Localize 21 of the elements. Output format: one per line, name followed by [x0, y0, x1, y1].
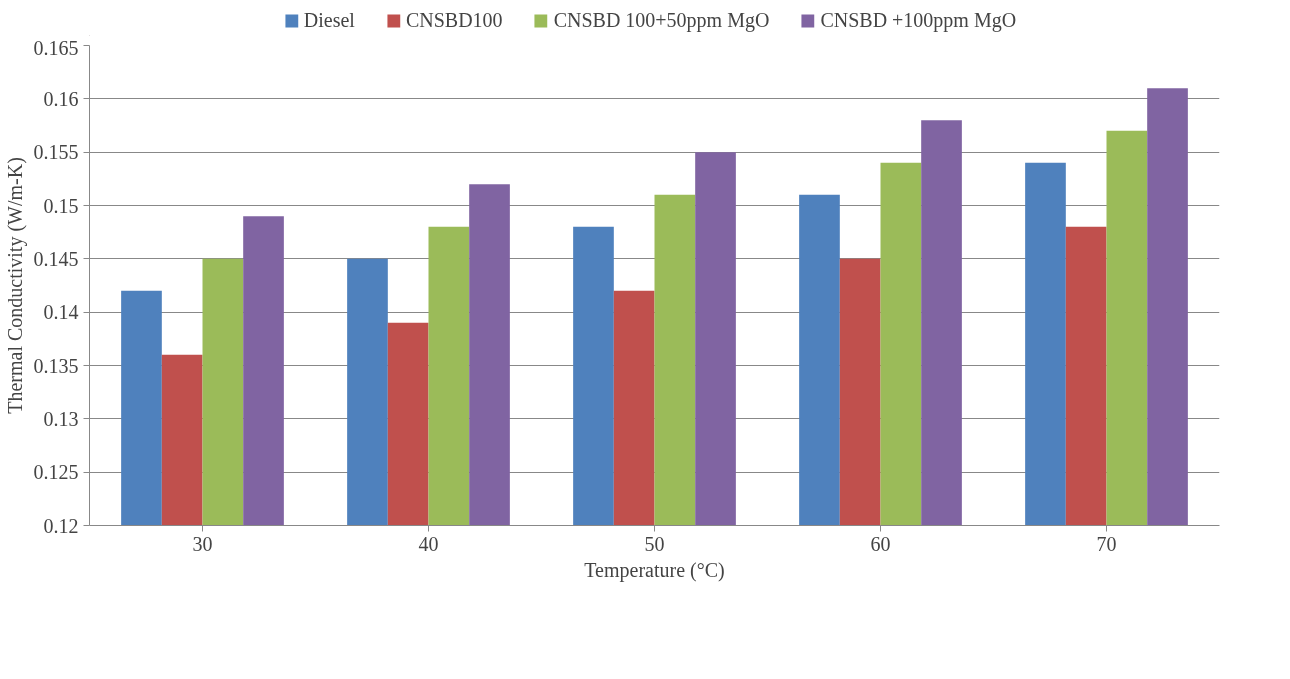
y-tick-label: 0.125	[33, 461, 79, 484]
y-tick-label: 0.15	[43, 194, 79, 217]
legend-label: CNSBD +100ppm MgO	[820, 8, 1017, 32]
x-axis-title: Temperature (°C)	[584, 558, 725, 582]
legend-label: Diesel	[303, 8, 355, 32]
y-tick-label: 0.12	[43, 514, 79, 537]
y-tick-label: 0.165	[33, 36, 79, 59]
x-tick-label: 30	[192, 532, 213, 555]
x-tick-label: 40	[418, 532, 439, 555]
legend-label: CNSBD 100+50ppm MgO	[553, 8, 770, 32]
y-tick-label: 0.13	[43, 407, 79, 430]
y-axis-title: Thermal Conductivity (W/m-K)	[3, 157, 27, 414]
y-tick-label: 0.155	[33, 141, 79, 164]
x-tick-label: 50	[644, 532, 665, 555]
y-tick-label: 0.16	[43, 87, 79, 110]
y-tick-label: 0.145	[33, 247, 79, 270]
y-tick-label: 0.135	[33, 354, 79, 377]
x-tick-label: 70	[1096, 532, 1117, 555]
x-tick-label: 60	[870, 532, 891, 555]
y-tick-label: 0.14	[43, 301, 79, 324]
legend-label: CNSBD100	[405, 8, 503, 32]
